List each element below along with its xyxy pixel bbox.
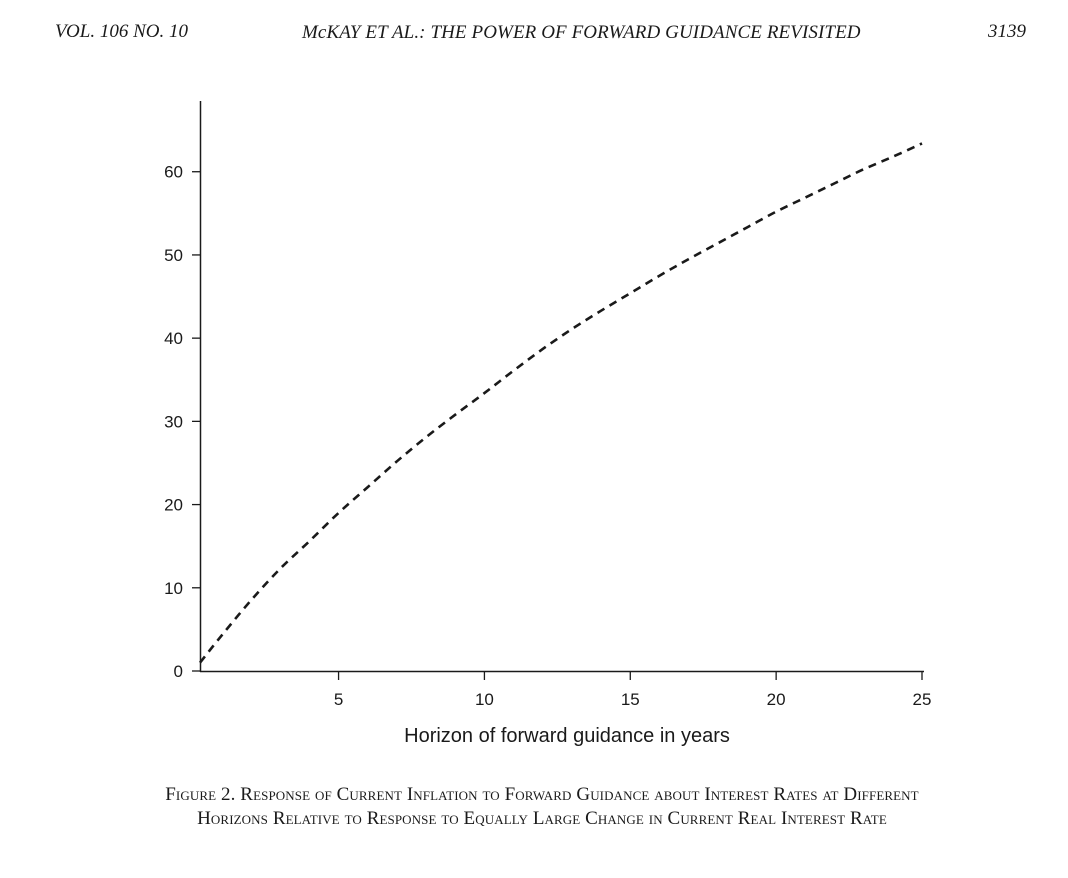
- volume-label: VOL. 106 NO. 10: [55, 21, 188, 42]
- x-tick-label: 15: [621, 690, 640, 709]
- series-line: [198, 142, 923, 664]
- y-tick-label: 10: [164, 579, 183, 598]
- y-tick-label: 30: [164, 412, 183, 431]
- x-axis-ticks: 5 10 15 20 25: [334, 672, 932, 709]
- page-number: 3139: [988, 21, 1026, 42]
- y-tick-label: 20: [164, 496, 183, 515]
- y-tick-label: 60: [164, 163, 183, 182]
- y-tick-label: 0: [174, 662, 183, 681]
- caption-line-2: Horizons Relative to Response to Equally…: [197, 808, 887, 829]
- x-tick-label: 20: [767, 690, 786, 709]
- x-axis-label: Horizon of forward guidance in years: [404, 725, 730, 747]
- x-tick-label: 5: [334, 690, 343, 709]
- chart: 0 10 20 30 40 50 60 5 10 15 20 25 Horizon of forwa…: [164, 101, 932, 747]
- y-tick-label: 50: [164, 246, 183, 265]
- article-title: McKAY ET AL.: THE POWER OF FORWARD GUIDA…: [302, 22, 861, 43]
- x-tick-label: 10: [475, 690, 494, 709]
- x-tick-label: 25: [913, 690, 932, 709]
- caption-line-1: Figure 2. Response of Current Inflation …: [165, 784, 919, 805]
- y-tick-label: 40: [164, 329, 183, 348]
- running-head: VOL. 106 NO. 10 McKAY ET AL.: THE POWER …: [0, 18, 1068, 48]
- y-axis-ticks: 0 10 20 30 40 50 60: [164, 163, 200, 681]
- figure-caption: Figure 2. Response of Current Inflation …: [34, 783, 1050, 831]
